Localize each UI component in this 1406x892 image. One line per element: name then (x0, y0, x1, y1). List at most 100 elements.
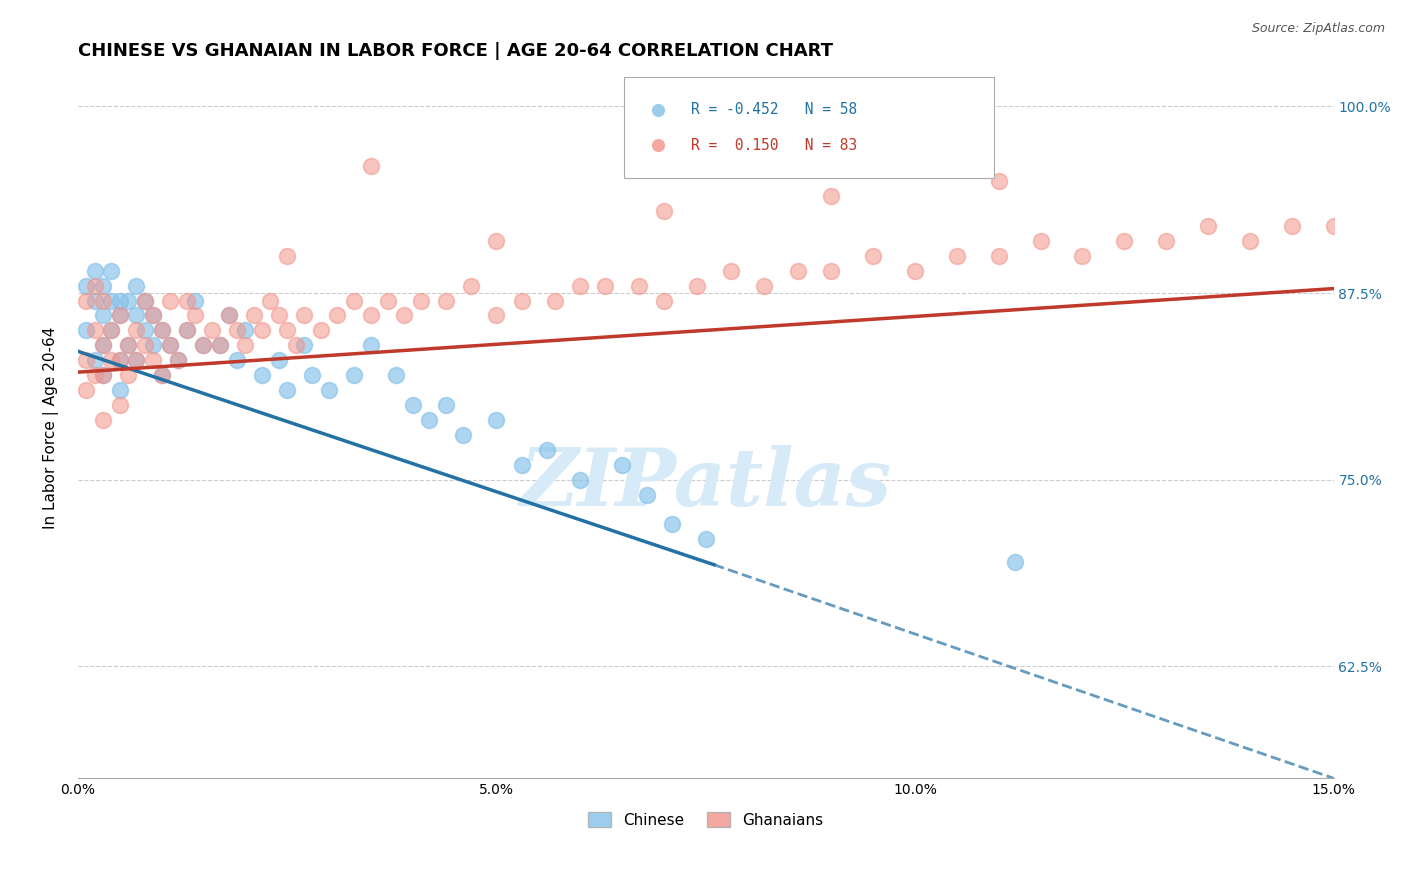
Point (946, 249, 969, 263)
Point (267, 353, 290, 368)
Point (510, 458, 533, 472)
Point (100, 323, 122, 337)
Point (250, 368, 273, 383)
Point (485, 413, 508, 427)
Point (142, 309, 165, 323)
Point (125, 353, 148, 368)
Point (544, 293, 567, 308)
Point (250, 323, 273, 337)
Point (117, 368, 139, 383)
Point (326, 309, 349, 323)
Point (1004, 555, 1026, 569)
Point (318, 383, 340, 397)
Point (75, 323, 97, 337)
Point (91, 368, 114, 383)
Point (83, 353, 105, 368)
Point (593, 278, 616, 293)
Point (150, 368, 173, 383)
Point (108, 293, 131, 308)
Point (686, 278, 709, 293)
Point (301, 368, 323, 383)
Point (125, 278, 148, 293)
Point (108, 353, 131, 368)
Point (226, 353, 249, 368)
Text: Source: ZipAtlas.com: Source: ZipAtlas.com (1251, 22, 1385, 36)
Text: ZIPatlas: ZIPatlas (520, 445, 891, 523)
Point (125, 323, 148, 337)
Point (117, 338, 139, 352)
Point (343, 368, 366, 383)
Point (987, 249, 1010, 263)
Point (460, 278, 482, 293)
Point (276, 323, 298, 337)
Point (652, 203, 675, 218)
Point (418, 413, 440, 427)
Point (636, 487, 658, 501)
Point (1281, 219, 1303, 233)
Point (485, 234, 508, 248)
Point (142, 309, 165, 323)
Point (904, 263, 927, 277)
Point (569, 278, 592, 293)
Point (108, 309, 131, 323)
Point (284, 338, 307, 352)
Y-axis label: In Labor Force | Age 20-64: In Labor Force | Age 20-64 (44, 326, 59, 529)
Point (117, 293, 139, 308)
Point (108, 398, 131, 412)
Point (276, 249, 298, 263)
Point (862, 249, 884, 263)
Point (402, 398, 425, 412)
Point (292, 309, 315, 323)
Point (83, 293, 105, 308)
Point (184, 309, 207, 323)
Point (409, 293, 432, 308)
Point (661, 517, 683, 532)
Point (201, 323, 224, 337)
Point (176, 323, 198, 337)
Point (108, 353, 131, 368)
Point (142, 338, 165, 352)
Point (510, 293, 533, 308)
Point (150, 323, 173, 337)
Point (360, 338, 382, 352)
Point (125, 353, 148, 368)
Point (233, 323, 256, 337)
Point (720, 263, 742, 277)
Point (176, 323, 198, 337)
Point (987, 174, 1010, 188)
Point (150, 323, 173, 337)
Point (134, 293, 156, 308)
Point (209, 338, 232, 352)
Point (75, 278, 97, 293)
Point (1239, 234, 1261, 248)
Point (1071, 249, 1094, 263)
Point (1029, 234, 1052, 248)
Point (75, 293, 97, 308)
FancyBboxPatch shape (624, 77, 994, 178)
Point (754, 278, 776, 293)
Point (176, 293, 198, 308)
Point (184, 293, 207, 308)
Point (820, 189, 842, 203)
Point (242, 309, 264, 323)
Point (134, 338, 156, 352)
Text: R = -0.452   N = 58: R = -0.452 N = 58 (690, 102, 856, 117)
Point (226, 323, 249, 337)
Point (627, 278, 650, 293)
Point (209, 338, 232, 352)
Point (83, 323, 105, 337)
Point (786, 263, 808, 277)
Point (75, 353, 97, 368)
Point (218, 309, 240, 323)
Point (91, 413, 114, 427)
Point (100, 263, 122, 277)
Point (142, 353, 165, 368)
Point (360, 159, 382, 173)
Point (167, 353, 190, 368)
Point (267, 309, 290, 323)
Point (343, 293, 366, 308)
Point (1114, 234, 1136, 248)
Point (276, 383, 298, 397)
Point (75, 383, 97, 397)
Point (91, 309, 114, 323)
